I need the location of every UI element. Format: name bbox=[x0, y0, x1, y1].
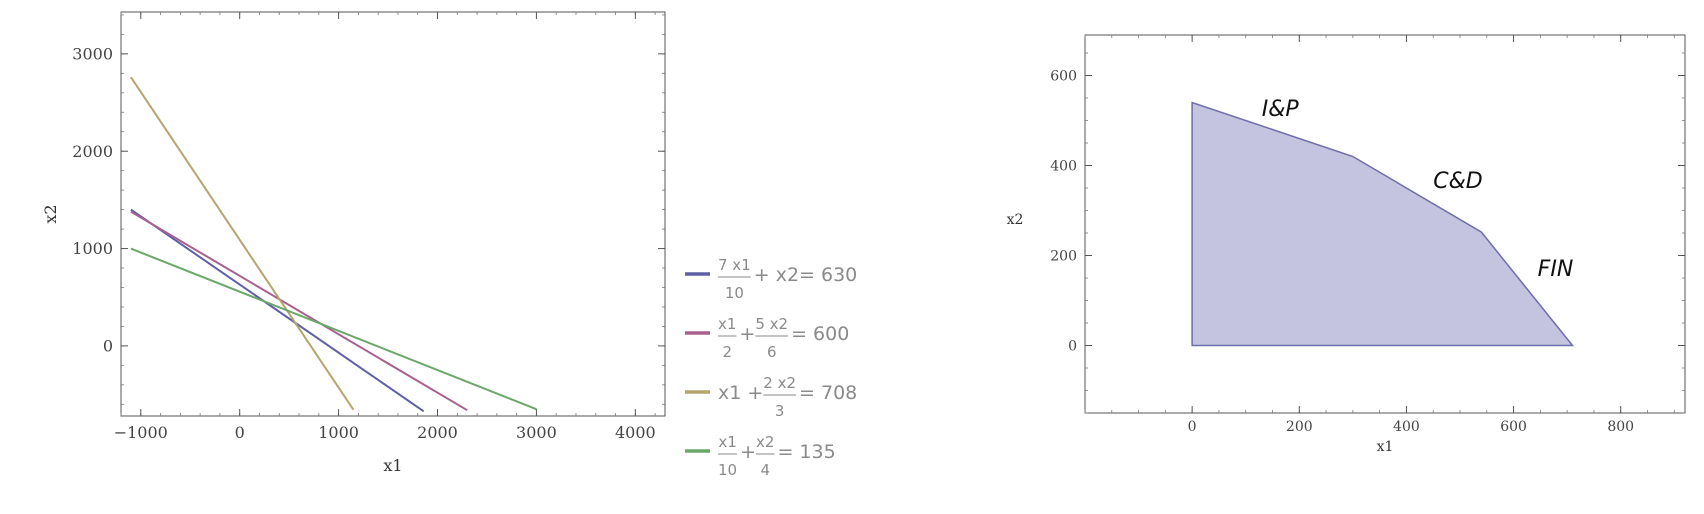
legend-fraction-numerator: 2 x2 bbox=[763, 374, 796, 392]
series-line-2 bbox=[130, 210, 468, 412]
plot-frame bbox=[120, 11, 666, 417]
constraint-label-3: FIN bbox=[1538, 257, 1574, 282]
x-tick-label: 800 bbox=[1607, 419, 1634, 435]
x-tick-label: 3000 bbox=[516, 423, 557, 442]
legend-fraction-numerator: 7 x1 bbox=[718, 256, 751, 274]
legend-text: = 135 bbox=[777, 441, 835, 463]
x-tick-label: −1000 bbox=[114, 423, 168, 442]
y-tick-label: 2000 bbox=[72, 142, 113, 161]
legend-fraction-numerator: x1 bbox=[718, 433, 736, 451]
legend-text: + bbox=[739, 323, 755, 345]
x-tick-label: 1000 bbox=[318, 423, 359, 442]
legend-item-2: x1 2 + 5 x2 6 = 600 bbox=[685, 315, 849, 361]
x-tick-label: 600 bbox=[1500, 419, 1527, 435]
y-tick-label: 200 bbox=[1050, 248, 1077, 264]
x-tick-label: 4000 bbox=[615, 423, 656, 442]
legend-fraction-denominator: 3 bbox=[775, 402, 785, 420]
legend-fraction-denominator: 4 bbox=[760, 461, 770, 479]
lines-chart-legend: 7 x1 10 + x2 = 630 x1 2 + 5 x2 6 = 600 x1 + 2… bbox=[685, 256, 857, 479]
y-axis-label: x2 bbox=[41, 204, 60, 223]
legend-item-1: 7 x1 10 + x2 = 630 bbox=[685, 256, 857, 302]
legend-text: x1 + bbox=[718, 382, 763, 404]
legend-item-3: x1 + 2 x2 3 = 708 bbox=[685, 374, 857, 420]
y-tick-label: 0 bbox=[1068, 338, 1077, 354]
y-tick-label: 400 bbox=[1050, 158, 1077, 174]
y-tick-label: 1000 bbox=[72, 239, 113, 258]
y-axis-label: x2 bbox=[1007, 212, 1024, 228]
legend-fraction-numerator: 5 x2 bbox=[755, 315, 788, 333]
legend-text: = 630 bbox=[799, 264, 857, 286]
x-tick-label: 400 bbox=[1393, 419, 1420, 435]
series-line-4 bbox=[130, 247, 537, 411]
series-line-1 bbox=[130, 208, 425, 413]
x-axis-label: x1 bbox=[1377, 439, 1394, 455]
x-tick-label: 0 bbox=[1188, 419, 1197, 435]
lines-chart: −1000 0 1000 2000 3000 4000 0 1000 2000 3000 x1 x2 bbox=[41, 11, 666, 475]
series-line-3 bbox=[130, 76, 355, 411]
legend-text: = 708 bbox=[799, 382, 857, 404]
feasible-region bbox=[1191, 101, 1575, 347]
x-tick-label: 0 bbox=[235, 423, 245, 442]
legend-fraction-denominator: 10 bbox=[718, 461, 737, 479]
legend-text: + x2 bbox=[754, 264, 799, 286]
x-tick-label: 2000 bbox=[417, 423, 458, 442]
legend-text: + bbox=[740, 441, 756, 463]
legend-item-4: x1 10 + x2 4 = 135 bbox=[685, 433, 836, 479]
legend-fraction-denominator: 2 bbox=[722, 343, 732, 361]
legend-fraction-numerator: x2 bbox=[756, 433, 774, 451]
x-axis-label: x1 bbox=[383, 456, 402, 475]
y-tick-label: 3000 bbox=[72, 44, 113, 63]
feasible-region-chart: 0 200 400 600 800 0 200 400 600 x1 x2 I&P C&D FIN bbox=[1007, 34, 1686, 455]
x-tick-label: 200 bbox=[1286, 419, 1313, 435]
legend-fraction-denominator: 10 bbox=[725, 284, 744, 302]
constraint-label-1: I&P bbox=[1262, 97, 1300, 122]
y-tick-label: 0 bbox=[103, 337, 113, 356]
plot-frame bbox=[1084, 34, 1686, 414]
y-tick-label: 600 bbox=[1050, 68, 1077, 84]
legend-text: = 600 bbox=[791, 323, 849, 345]
legend-fraction-numerator: x1 bbox=[718, 315, 736, 333]
constraint-label-2: C&D bbox=[1433, 169, 1482, 194]
legend-fraction-denominator: 6 bbox=[767, 343, 777, 361]
